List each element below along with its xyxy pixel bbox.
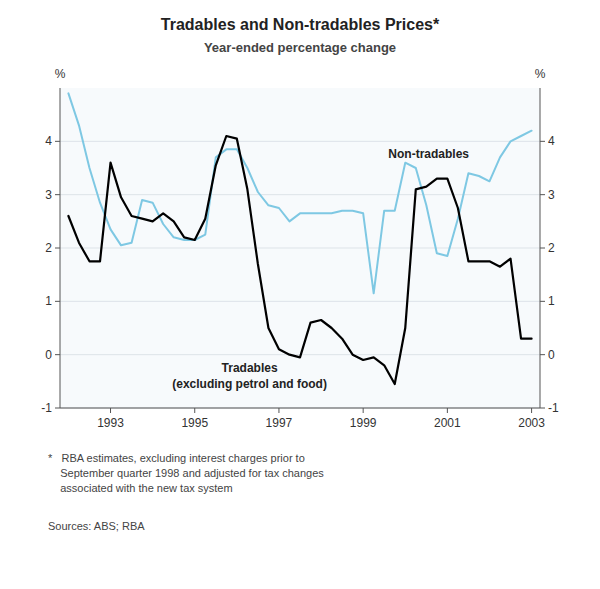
footnote: * RBA estimates, excluding interest char… bbox=[48, 452, 324, 494]
x-tick bbox=[447, 408, 448, 413]
x-tick bbox=[194, 408, 195, 413]
series-line bbox=[68, 136, 531, 384]
x-tick-label: 1999 bbox=[350, 416, 377, 430]
series-label: Tradables bbox=[222, 361, 278, 375]
x-axis-line bbox=[60, 408, 540, 409]
y-tick bbox=[55, 248, 60, 249]
y-tick bbox=[55, 408, 60, 409]
chart-canvas: Tradables and Non-tradables Prices* Year-… bbox=[0, 0, 600, 589]
y-tick bbox=[55, 194, 60, 195]
grid-line bbox=[60, 301, 540, 302]
y-tick-label: 1 bbox=[45, 294, 52, 308]
y-tick-label: 0 bbox=[45, 348, 52, 362]
plot-background bbox=[60, 88, 540, 408]
grid-line bbox=[60, 194, 540, 195]
x-tick-label: 1995 bbox=[181, 416, 208, 430]
x-tick bbox=[531, 408, 532, 413]
x-tick-label: 1997 bbox=[266, 416, 293, 430]
footnote-line: * RBA estimates, excluding interest char… bbox=[48, 452, 305, 464]
y2-tick bbox=[540, 248, 545, 249]
y2-axis-label: % bbox=[535, 67, 546, 81]
y2-tick bbox=[540, 301, 545, 302]
y-tick bbox=[55, 301, 60, 302]
y2-tick-label: 3 bbox=[548, 188, 555, 202]
y2-tick-label: 4 bbox=[548, 134, 555, 148]
y2-tick bbox=[540, 408, 545, 409]
y2-tick bbox=[540, 354, 545, 355]
x-tick-label: 2001 bbox=[434, 416, 461, 430]
series-line bbox=[68, 93, 531, 293]
footnote-line: associated with the new tax system bbox=[48, 482, 233, 494]
title: Tradables and Non-tradables Prices* bbox=[161, 16, 440, 33]
y-tick bbox=[55, 354, 60, 355]
y-tick-label: 3 bbox=[45, 188, 52, 202]
series-label: Non-tradables bbox=[388, 147, 469, 161]
x-tick bbox=[278, 408, 279, 413]
y2-tick bbox=[540, 194, 545, 195]
source: Sources: ABS; RBA bbox=[48, 520, 145, 532]
y2-tick bbox=[540, 141, 545, 142]
y-tick-label: 2 bbox=[45, 241, 52, 255]
y2-tick-label: 2 bbox=[548, 241, 555, 255]
x-tick bbox=[110, 408, 111, 413]
y2-tick-label: 1 bbox=[548, 294, 555, 308]
footnote-line: September quarter 1998 and adjusted for … bbox=[48, 467, 324, 479]
y2-tick-label: -1 bbox=[548, 401, 559, 415]
y-axis-label: % bbox=[55, 67, 66, 81]
y2-tick-label: 0 bbox=[548, 348, 555, 362]
x-tick-label: 2003 bbox=[518, 416, 545, 430]
grid-line bbox=[60, 141, 540, 142]
subtitle: Year-ended percentage change bbox=[204, 40, 396, 55]
y-tick-label: 4 bbox=[45, 134, 52, 148]
lines bbox=[68, 93, 531, 384]
grid-line bbox=[60, 248, 540, 249]
y-tick bbox=[55, 141, 60, 142]
grid-line bbox=[60, 408, 540, 409]
y-tick-label: -1 bbox=[41, 401, 52, 415]
x-tick bbox=[363, 408, 364, 413]
x-tick-label: 1993 bbox=[97, 416, 124, 430]
annotation: (excluding petrol and food) bbox=[172, 377, 327, 391]
